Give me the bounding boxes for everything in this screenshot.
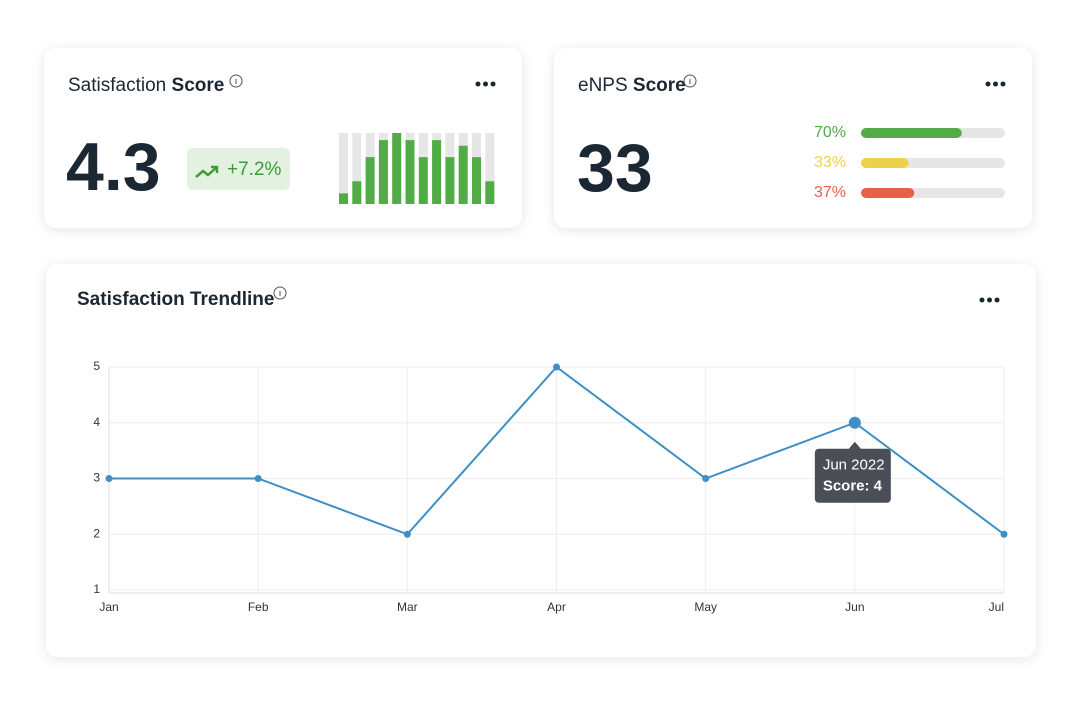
y-tick-label: 3 [93,471,100,485]
change-text: +7.2% [227,159,282,180]
y-tick-label: 5 [93,359,100,373]
x-tick-label: Jun [845,600,864,614]
bar [405,140,415,204]
trend-icon [195,165,219,178]
bar [861,128,962,138]
tooltip-title: Jun 2022 [823,457,885,474]
y-tick-label: 2 [93,526,100,540]
card-title: Satisfaction Trendline [77,289,274,310]
bar [365,157,375,204]
title-text: eNPS [578,75,628,96]
bar-track [339,133,348,204]
value-label: 37% [814,184,846,201]
menu-icons[interactable] [475,81,1006,303]
point [702,475,710,482]
score: 4.3 [66,129,161,205]
point [848,416,861,429]
bar [418,157,428,204]
bar-track [352,133,362,204]
bar [339,193,348,204]
bar-track [485,133,495,204]
y-tick-label: 4 [93,415,100,429]
tooltip: Jun 2022 Score: 4 [814,441,891,503]
x-tick-label: Feb [248,600,269,614]
bar [352,181,362,204]
y-tick-label: 1 [93,582,100,596]
card-title: eNPS Score [578,75,686,96]
title-text: Score [633,75,686,96]
title-text: Satisfaction [68,75,166,96]
point [403,530,411,538]
bar [432,140,442,204]
change-badge [187,148,290,190]
x-tick-label: Jul [989,600,1004,614]
score: 33 [577,130,653,206]
x-tick-label: Jan [99,600,118,614]
bar [861,158,909,168]
x-tick-label: Apr [547,600,566,614]
value-label: 33% [814,154,846,171]
card-title: Satisfaction Score [68,75,224,96]
card [44,48,522,228]
bar [472,157,481,204]
tooltip-box [814,441,891,503]
point [105,475,113,482]
point [553,363,560,371]
card [554,48,1032,228]
x-tick-label: May [694,600,717,614]
bar [445,157,455,204]
x-tick-label: Mar [397,600,418,614]
bar [485,181,495,204]
bar [392,133,402,204]
point [254,475,262,482]
bar [458,145,468,204]
card [46,264,1036,657]
point [1000,530,1008,538]
info-icons [229,74,697,300]
value-label: 70% [814,124,846,141]
tooltip-text: Score: 4 [823,478,883,495]
bar [378,140,388,204]
title-text: Score [172,75,225,96]
bar [861,188,915,198]
